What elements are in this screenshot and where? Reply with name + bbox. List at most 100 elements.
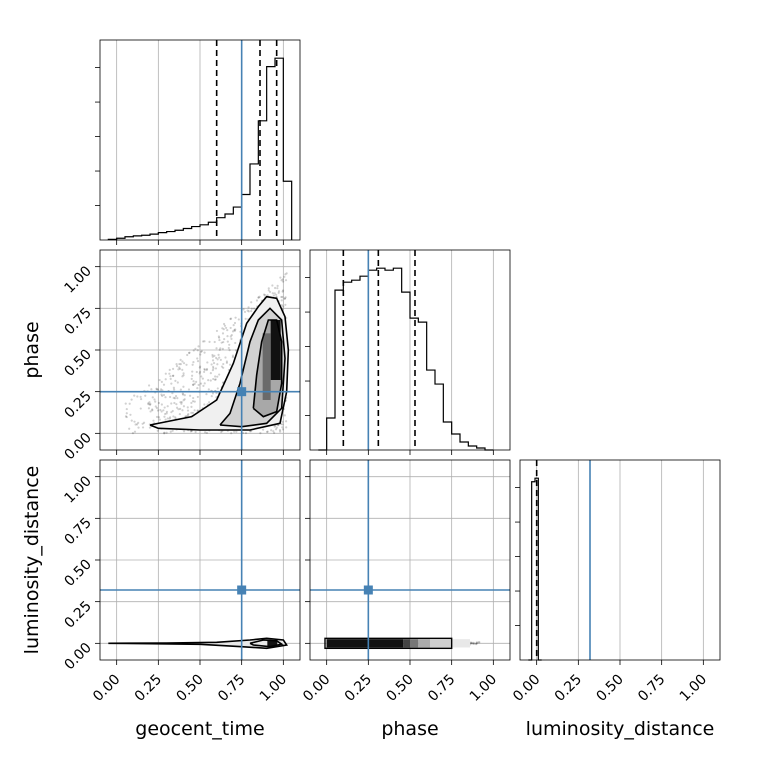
scatter-point: [179, 362, 182, 366]
scatter-point: [198, 366, 201, 369]
scatter-point: [203, 340, 206, 343]
scatter-point: [272, 294, 275, 297]
scatter-point: [214, 375, 217, 378]
scatter-point: [164, 378, 167, 381]
scatter-point: [276, 287, 279, 290]
scatter-point: [170, 402, 173, 405]
panel-2-0: 0.00 0.25 0.50 0.75 1.000.000.250.500.751.00: [61, 459, 301, 705]
scatter-point: [233, 321, 237, 325]
scatter-point: [199, 353, 202, 356]
scatter-point: [178, 366, 181, 369]
scatter-point: [156, 429, 159, 432]
scatter-point: [154, 400, 157, 403]
scatter-point: [176, 381, 179, 384]
scatter-point: [164, 396, 167, 399]
scatter-point: [280, 299, 283, 302]
scatter-point: [265, 430, 269, 434]
scatter-point: [163, 432, 166, 435]
panel-frame: [309, 459, 511, 661]
scatter-point: [147, 407, 151, 410]
scatter-point: [473, 642, 476, 645]
scatter-point: [471, 642, 475, 645]
scatter-point: [176, 397, 179, 400]
scatter-point: [155, 415, 159, 419]
scatter-point: [278, 429, 282, 432]
scatter-point: [190, 411, 193, 414]
x-tick-label: 1.00: [467, 672, 500, 705]
scatter-point: [210, 363, 213, 366]
scatter-point: [173, 401, 176, 405]
scatter-point: [212, 367, 215, 370]
scatter-point: [130, 398, 133, 401]
scatter-point: [187, 351, 191, 355]
scatter-point: [175, 364, 179, 368]
scatter-point: [222, 366, 225, 369]
scatter-point: [200, 375, 203, 378]
density-peak: [270, 320, 281, 380]
scatter-point: [274, 428, 278, 431]
x-tick-label: 0.75: [425, 672, 458, 705]
y-tick-label: 0.00: [61, 430, 94, 463]
scatter-point: [215, 329, 219, 333]
scatter-point: [281, 428, 285, 431]
scatter-point: [470, 641, 473, 644]
scatter-point: [163, 431, 166, 434]
scatter-point: [203, 370, 206, 374]
scatter-point: [203, 382, 206, 385]
y-tick-label: 0.25: [61, 388, 94, 421]
scatter-point: [191, 370, 194, 373]
scatter-point: [229, 335, 232, 338]
scatter-point: [472, 641, 475, 644]
y-tick-label: 0.50: [61, 347, 94, 380]
scatter-point: [187, 413, 190, 416]
scatter-point: [124, 415, 128, 418]
scatter-point: [182, 399, 185, 402]
x-tick-label: 0.00: [90, 672, 123, 705]
scatter-point: [284, 296, 287, 299]
scatter-point: [169, 416, 172, 419]
scatter-point: [222, 362, 225, 366]
scatter-point: [185, 363, 188, 366]
scatter-point: [205, 392, 208, 396]
scatter-point: [181, 360, 184, 363]
scatter-point: [136, 423, 139, 426]
scatter-point: [133, 420, 136, 423]
scatter-point: [214, 367, 218, 370]
contour-line: [249, 639, 284, 648]
scatter-point: [142, 421, 146, 424]
scatter-point: [196, 349, 199, 352]
y-tick-label: 1.00: [61, 263, 94, 296]
scatter-point: [272, 430, 275, 433]
scatter-point: [209, 379, 212, 382]
scatter-point: [179, 358, 182, 362]
scatter-point: [203, 367, 206, 371]
scatter-point: [212, 377, 215, 381]
scatter-point: [172, 415, 175, 418]
scatter-point: [220, 430, 223, 434]
histogram-luminosity_distance: [528, 477, 542, 661]
scatter-point: [163, 415, 166, 418]
scatter-point: [217, 335, 220, 338]
scatter-point: [140, 397, 143, 401]
scatter-point: [179, 388, 182, 391]
scatter-point: [279, 430, 282, 433]
scatter-point: [205, 431, 209, 434]
scatter-point: [267, 287, 270, 290]
x-tick-label: 0.50: [383, 672, 416, 705]
scatter-point: [283, 297, 287, 300]
panel-frame: [99, 459, 301, 661]
scatter-point: [129, 413, 132, 416]
scatter-point: [223, 338, 226, 341]
scatter-point: [172, 388, 176, 391]
scatter-point: [196, 409, 199, 412]
scatter-point: [134, 423, 137, 426]
scatter-point: [217, 353, 220, 356]
scatter-point: [186, 353, 189, 357]
scatter-point: [233, 328, 236, 332]
scatter-point: [229, 317, 233, 320]
scatter-point: [283, 297, 286, 300]
scatter-point: [257, 296, 260, 299]
scatter-point: [281, 278, 284, 281]
scatter-point: [190, 401, 193, 405]
scatter-point: [168, 372, 171, 375]
